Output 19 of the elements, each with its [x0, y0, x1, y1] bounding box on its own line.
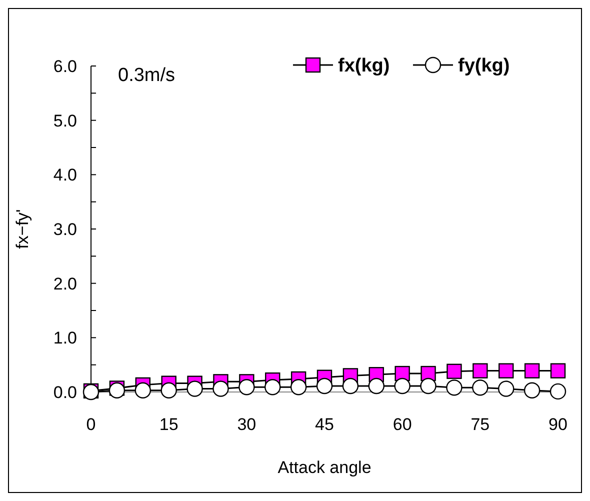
- legend-label: fy(kg): [458, 56, 510, 77]
- annotation: 0.3m/s: [118, 65, 176, 86]
- x-tick-label: 30: [237, 415, 256, 434]
- y-tick-label: 2.0: [53, 274, 77, 294]
- x-tick-label: 45: [315, 415, 334, 434]
- y-axis-title: fx−fy': [13, 209, 32, 249]
- y-tick-label: 4.0: [53, 166, 77, 185]
- x-axis-title: Attack angle: [278, 458, 372, 477]
- y-tick-label: 1.0: [53, 328, 77, 348]
- x-tick-label: 0: [86, 415, 96, 434]
- y-tick-label: 6.0: [53, 56, 77, 76]
- legend-label: fx(kg): [338, 56, 390, 77]
- y-tick-label: 0.0: [53, 382, 77, 402]
- y-tick-label: 5.0: [53, 111, 77, 130]
- x-tick-label: 75: [470, 415, 490, 434]
- y-tick-label: 3.0: [53, 220, 77, 239]
- x-tick-label: 60: [392, 415, 412, 434]
- x-tick-label: 90: [548, 415, 568, 434]
- x-tick-label: 15: [159, 415, 178, 434]
